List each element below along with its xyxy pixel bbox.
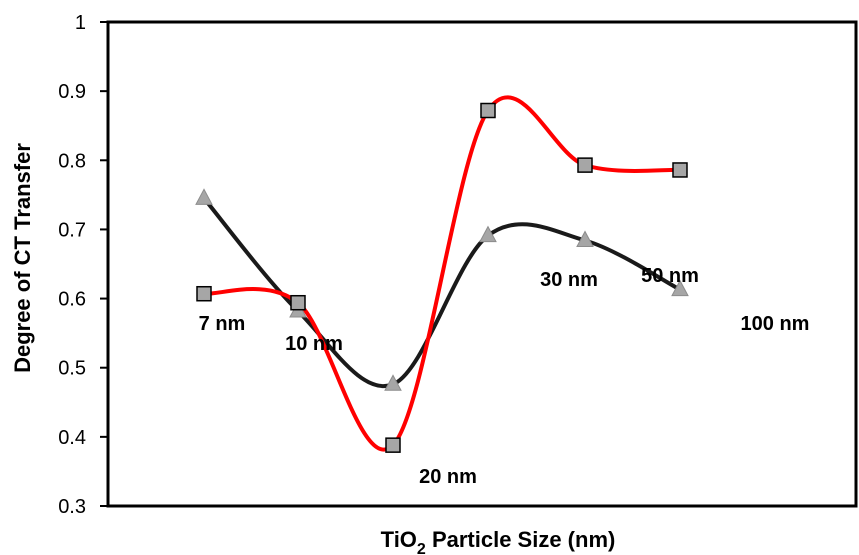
triangle-marker <box>479 225 497 243</box>
triangle-marker <box>195 188 213 205</box>
size-annotation: 10 nm <box>285 333 343 355</box>
y-tick-label: 0.6 <box>58 289 86 311</box>
y-axis-ticks: 0.3 0.4 0.5 0.6 0.7 0.8 0.9 1 <box>58 12 108 518</box>
triangle-marker <box>671 279 689 297</box>
y-tick-label: 0.5 <box>58 358 86 380</box>
y-tick-label: 0.9 <box>58 81 86 103</box>
square-marker <box>290 294 306 311</box>
x-axis-title-main: TiO <box>381 527 417 552</box>
square-marker <box>577 157 593 173</box>
x-axis-title-subscript: 2 <box>417 541 426 555</box>
size-annotation: 100 nm <box>741 313 810 335</box>
size-annotation: 20 nm <box>419 466 477 488</box>
y-tick-label: 0.8 <box>58 150 86 172</box>
y-tick-label: 0.4 <box>58 427 86 449</box>
square-marker <box>385 437 401 453</box>
y-tick-label: 0.7 <box>58 219 86 241</box>
series-line-1 <box>203 95 681 452</box>
triangle-marker <box>576 230 594 247</box>
plot-area-frame <box>106 20 858 508</box>
square-marker <box>480 102 496 119</box>
square-marker <box>672 162 688 178</box>
series-lines <box>202 95 681 452</box>
size-annotation: 30 nm <box>540 269 598 291</box>
x-axis-title-rest: Particle Size (nm) <box>426 527 616 552</box>
y-tick-label: 1 <box>75 12 86 34</box>
y-tick-label: 0.3 <box>58 496 86 518</box>
size-annotation: 7 nm <box>199 313 246 335</box>
size-annotations: 7 nm 10 nm 20 nm 30 nm 50 nm 100 nm <box>199 265 810 488</box>
square-marker <box>196 285 212 302</box>
x-axis-title: TiO2 Particle Size (nm) <box>381 527 616 555</box>
size-annotation: 50 nm <box>641 265 699 287</box>
triangle-marker <box>384 374 402 391</box>
y-axis-title: Degree of CT Transfer <box>10 143 35 373</box>
series-markers <box>195 102 689 453</box>
